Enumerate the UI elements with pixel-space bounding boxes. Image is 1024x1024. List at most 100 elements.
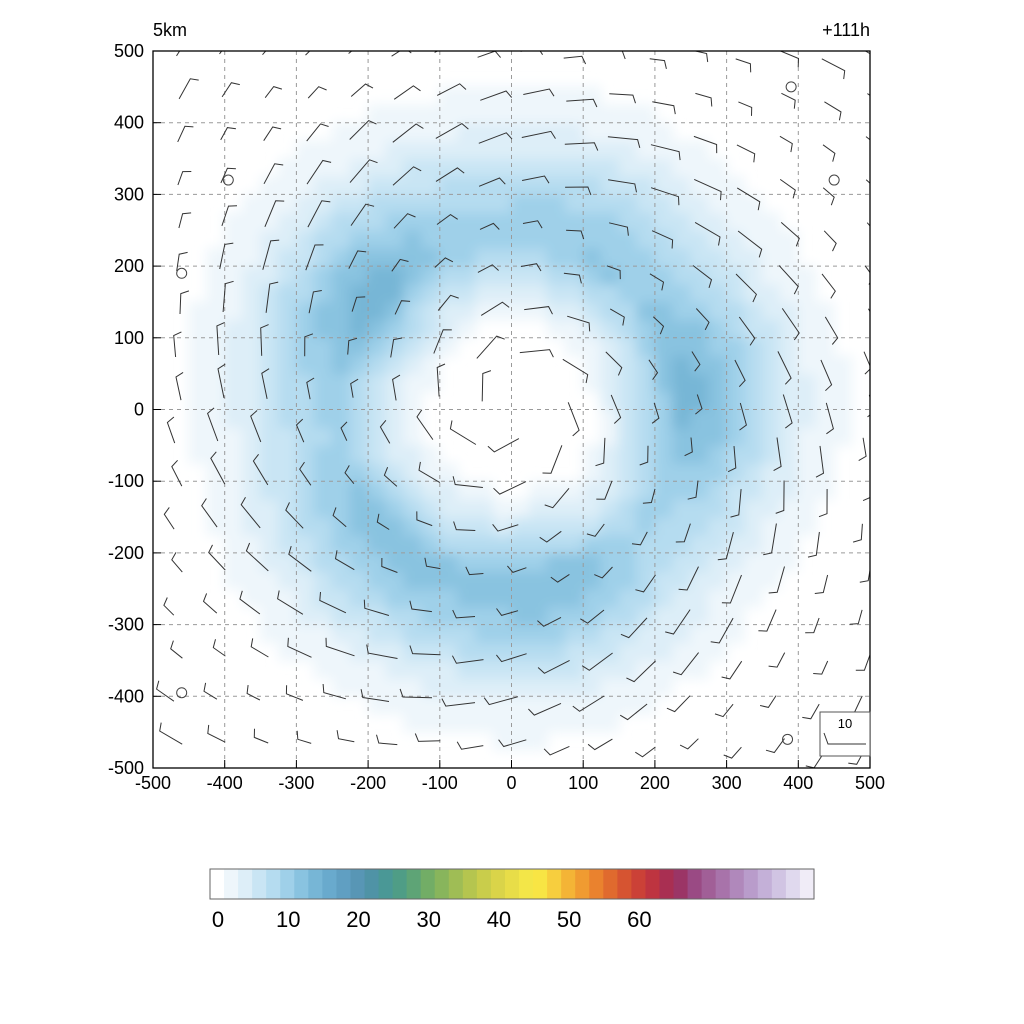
heatmap-cell [313, 498, 333, 518]
wind-barb [775, 480, 785, 514]
heatmap-cell [421, 229, 441, 249]
heatmap-cell [726, 426, 746, 446]
heatmap-cell [331, 606, 351, 626]
x-tick-label: -200 [350, 773, 386, 793]
heatmap-cell [582, 624, 602, 644]
heatmap-cell [385, 570, 405, 590]
wind-barb [305, 51, 311, 56]
heatmap-cell [618, 695, 638, 715]
heatmap-cell [277, 462, 297, 482]
heatmap-cell [564, 229, 584, 249]
heatmap-cell [206, 498, 226, 518]
heatmap-cell [349, 283, 369, 303]
heatmap-cell [708, 552, 728, 572]
colorbar-segment [364, 869, 380, 899]
heatmap-cell [457, 480, 477, 500]
heatmap-cell [744, 516, 763, 536]
heatmap-cell [618, 391, 638, 410]
heatmap-cell [511, 175, 530, 195]
wind-barb [738, 316, 756, 346]
heatmap-cell [403, 301, 423, 321]
heatmap-cell [475, 695, 495, 715]
colorbar-segment [687, 869, 703, 899]
heatmap-cell [493, 301, 512, 321]
heatmap-cell [636, 409, 656, 428]
heatmap-cell [313, 606, 333, 626]
wind-barb [550, 573, 570, 583]
wind-barb [652, 101, 676, 115]
wind-barb [867, 93, 870, 96]
wind-barb [304, 333, 314, 357]
wind-barb [824, 101, 842, 121]
heatmap-cell [188, 391, 208, 410]
heatmap-cell [349, 570, 369, 590]
heatmap-cell [672, 552, 692, 572]
heatmap-cell [546, 247, 566, 267]
heatmap-cell [385, 516, 405, 536]
colorbar-segments [210, 869, 815, 899]
heatmap-cell [439, 122, 459, 142]
heatmap-cell [475, 193, 495, 213]
y-tick-label: 300 [114, 184, 144, 204]
heatmap-cell [224, 462, 244, 482]
heatmap-cell [761, 480, 781, 500]
heatmap-cell [242, 319, 262, 339]
heatmap-cell [385, 695, 405, 715]
heatmap-cell [708, 211, 728, 231]
wind-barb [651, 230, 674, 249]
heatmap-cell [385, 158, 405, 177]
heatmap-cell [779, 391, 799, 410]
heatmap-cell [672, 175, 692, 195]
heatmap-cell [636, 426, 656, 446]
heatmap-cell [475, 211, 495, 231]
wind-barb [679, 738, 699, 750]
wind-barb [207, 724, 226, 743]
heatmap-cell [277, 444, 297, 464]
heatmap-cell [708, 229, 728, 249]
heatmap-cell [672, 534, 692, 554]
wind-barb [523, 88, 555, 97]
wind-barb [666, 695, 691, 713]
wind-barb [221, 82, 240, 98]
heatmap-cell [600, 516, 620, 536]
wind-barb [572, 695, 605, 712]
heatmap-cell [815, 480, 835, 500]
colorbar-segment [308, 869, 323, 899]
heatmap-cell [277, 229, 297, 249]
heatmap-cell [744, 301, 763, 321]
heatmap-cell [600, 426, 620, 446]
heatmap-cell [672, 659, 692, 679]
calm-marker [176, 687, 188, 699]
heatmap-cell [779, 355, 799, 375]
heatmap-cell [349, 677, 369, 697]
heatmap-cell [349, 606, 369, 626]
heatmap-cell [744, 570, 763, 590]
heatmap-cell [493, 158, 512, 177]
heatmap-cell [188, 355, 208, 375]
heatmap-cell [564, 534, 584, 554]
heatmap-cell [690, 409, 710, 428]
heatmap-cell [708, 319, 728, 339]
heatmap-cell [295, 319, 315, 339]
heatmap-cell [421, 713, 441, 733]
heatmap-cell [690, 319, 710, 339]
heatmap-cell [546, 193, 566, 213]
wind-barb [253, 728, 269, 744]
heatmap-cell [618, 319, 638, 339]
heatmap-cell [744, 534, 763, 554]
heatmap-cell [761, 391, 781, 410]
heatmap-cell [511, 498, 530, 518]
wind-barb [596, 480, 613, 500]
heatmap-cell [582, 552, 602, 572]
heatmap-cell [708, 158, 728, 177]
heatmap-cell [403, 211, 423, 231]
heatmap-cell [600, 409, 620, 428]
heatmap-cell [331, 444, 351, 464]
heatmap-cell [528, 677, 548, 697]
heatmap-cell [349, 337, 369, 357]
wind-barb [519, 349, 554, 358]
wind-barb [778, 265, 799, 295]
heatmap-cell [546, 175, 566, 195]
heatmap-cell [528, 516, 548, 536]
heatmap-cell [206, 301, 226, 321]
